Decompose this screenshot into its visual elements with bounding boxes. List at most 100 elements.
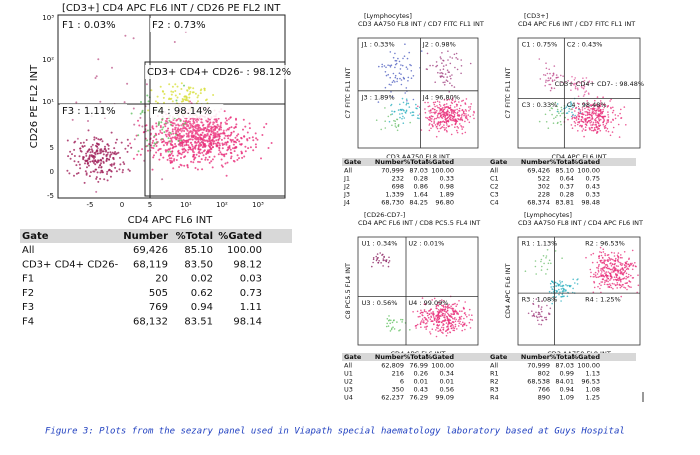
event-dot (462, 126, 465, 128)
event-dot (208, 149, 211, 151)
event-dot (422, 314, 424, 317)
event-dot (177, 139, 180, 142)
event-dot (602, 267, 604, 269)
event-dot (550, 87, 553, 90)
event-dot (440, 308, 442, 310)
event-dot (213, 155, 216, 158)
event-dot (432, 107, 434, 110)
event-dot (443, 300, 445, 302)
event-dot (565, 106, 568, 108)
event-dot (570, 115, 573, 118)
event-dot (465, 324, 468, 327)
event-dot (616, 287, 618, 289)
plot-title: [CD26-CD7-] (364, 211, 405, 219)
event-dot (577, 278, 579, 280)
event-dot (130, 112, 133, 115)
event-dot (621, 271, 623, 273)
event-dot (176, 85, 179, 88)
event-dot (440, 321, 443, 324)
event-dot (588, 116, 591, 119)
event-dot (540, 308, 542, 311)
event-dot (619, 272, 621, 274)
event-dot (184, 95, 187, 98)
event-dot (438, 107, 441, 109)
event-dot (126, 138, 129, 141)
event-dot (212, 94, 215, 96)
event-dot (146, 139, 149, 142)
event-dot (579, 109, 581, 111)
event-dot (579, 112, 582, 114)
event-dot (101, 140, 104, 143)
event-dot (616, 254, 619, 257)
event-dot (151, 126, 154, 129)
event-dot (191, 125, 194, 128)
event-dot (442, 332, 444, 334)
event-dot (141, 148, 144, 151)
event-dot (409, 329, 411, 331)
event-dot (388, 256, 390, 259)
event-dot (545, 255, 548, 257)
event-dot (452, 310, 455, 313)
event-dot (450, 322, 452, 325)
event-dot (567, 80, 569, 82)
event-dot (208, 161, 211, 164)
event-dot (127, 144, 130, 147)
event-dot (456, 328, 458, 330)
event-dot (547, 77, 550, 79)
event-dot (377, 261, 380, 264)
event-dot (226, 149, 229, 152)
event-dot (591, 81, 593, 83)
event-dot (585, 256, 587, 259)
event-dot (456, 68, 459, 71)
event-dot (200, 118, 203, 121)
event-dot (391, 110, 393, 112)
event-dot (446, 120, 448, 123)
event-dot (421, 318, 424, 320)
event-dot (163, 93, 166, 95)
event-dot (558, 283, 561, 286)
event-dot (202, 145, 205, 148)
event-dot (439, 309, 441, 312)
event-dot (404, 92, 407, 94)
table-cell: U4 (344, 394, 353, 402)
event-dot (634, 262, 636, 264)
event-dot (84, 162, 86, 165)
event-dot (261, 134, 264, 136)
event-dot (133, 138, 136, 141)
event-dot (454, 311, 456, 313)
gate-label: C2 : 0.43% (567, 41, 603, 49)
event-dot (218, 146, 221, 149)
event-dot (107, 147, 110, 150)
event-dot (609, 283, 611, 285)
event-dot (232, 159, 235, 162)
event-dot (225, 122, 227, 125)
event-dot (428, 129, 431, 132)
event-dot (206, 158, 209, 161)
event-dot (168, 119, 171, 122)
event-dot (399, 103, 401, 106)
event-dot (396, 118, 398, 121)
event-dot (154, 132, 157, 135)
event-dot (607, 275, 609, 277)
event-dot (545, 318, 548, 321)
event-dot (439, 301, 442, 304)
event-dot (381, 65, 383, 68)
event-dot (260, 157, 262, 160)
event-dot (590, 118, 593, 120)
event-dot (576, 87, 579, 89)
event-dot (576, 102, 579, 105)
event-dot (458, 101, 460, 103)
event-dot (424, 326, 426, 328)
plot-frame (357, 236, 479, 346)
event-dot (172, 146, 174, 149)
event-dot (439, 75, 442, 78)
event-dot (422, 311, 424, 314)
event-dot (169, 159, 172, 162)
table-cell: F3 (22, 302, 34, 313)
event-dot (415, 107, 417, 109)
event-dot (176, 154, 179, 157)
event-dot (449, 331, 451, 333)
event-dot (196, 128, 199, 131)
event-dot (578, 115, 581, 117)
event-dot (448, 321, 450, 323)
